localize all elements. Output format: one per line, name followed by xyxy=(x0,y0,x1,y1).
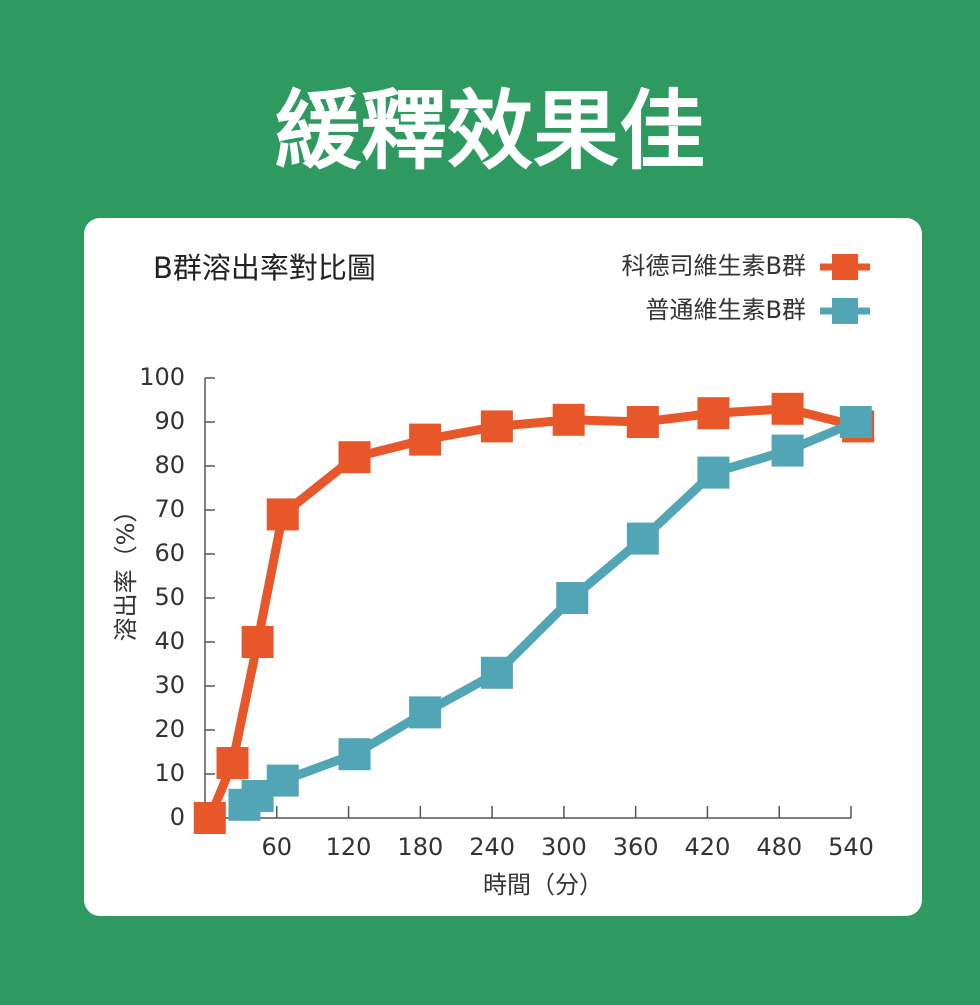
y-tick-label: 10 xyxy=(154,759,185,787)
x-tick-label: 120 xyxy=(326,833,372,861)
point-marker xyxy=(626,522,659,555)
y-tick-label: 60 xyxy=(154,539,185,567)
y-axis-label: 溶出率（%） xyxy=(112,499,140,642)
chart-title: B群溶出率對比圖 xyxy=(153,251,376,285)
point-marker xyxy=(241,626,274,658)
point-marker xyxy=(338,441,371,474)
legend-label: 普通維生素B群 xyxy=(646,296,806,324)
y-tick-label: 100 xyxy=(139,363,185,391)
point-marker xyxy=(839,406,872,438)
x-tick-label: 480 xyxy=(756,833,802,861)
page-title: 緩釋效果佳 xyxy=(275,81,705,181)
point-marker xyxy=(216,747,249,779)
x-tick-label: 240 xyxy=(469,833,515,861)
point-marker xyxy=(556,582,589,614)
legend-marker xyxy=(832,298,858,324)
x-tick-label: 420 xyxy=(685,833,731,861)
x-tick-label: 60 xyxy=(262,833,293,861)
point-marker xyxy=(697,397,730,430)
point-marker xyxy=(697,456,730,489)
y-tick-label: 30 xyxy=(154,671,185,699)
point-marker xyxy=(193,802,226,834)
y-tick-label: 90 xyxy=(154,407,185,435)
y-tick-label: 50 xyxy=(154,583,185,611)
y-tick-label: 0 xyxy=(170,803,185,831)
point-marker xyxy=(552,403,585,436)
legend-marker xyxy=(832,254,858,280)
point-marker xyxy=(626,406,659,438)
y-tick-label: 80 xyxy=(154,451,185,479)
point-marker xyxy=(771,434,804,467)
legend-label: 科德司維生素B群 xyxy=(622,252,806,280)
point-marker xyxy=(409,696,442,729)
x-tick-label: 300 xyxy=(541,833,587,861)
point-marker xyxy=(771,392,804,425)
y-tick-label: 20 xyxy=(154,715,185,743)
point-marker xyxy=(480,410,513,443)
point-marker xyxy=(338,738,371,771)
point-marker xyxy=(409,423,442,456)
chart-card xyxy=(84,218,922,916)
x-tick-label: 360 xyxy=(613,833,659,861)
point-marker xyxy=(266,498,299,531)
y-tick-label: 70 xyxy=(154,495,185,523)
x-axis-label: 時間（分） xyxy=(483,871,603,899)
y-tick-label: 40 xyxy=(154,627,185,655)
point-marker xyxy=(266,764,299,797)
x-tick-label: 180 xyxy=(397,833,443,861)
point-marker xyxy=(480,656,513,689)
x-tick-label: 540 xyxy=(828,833,874,861)
